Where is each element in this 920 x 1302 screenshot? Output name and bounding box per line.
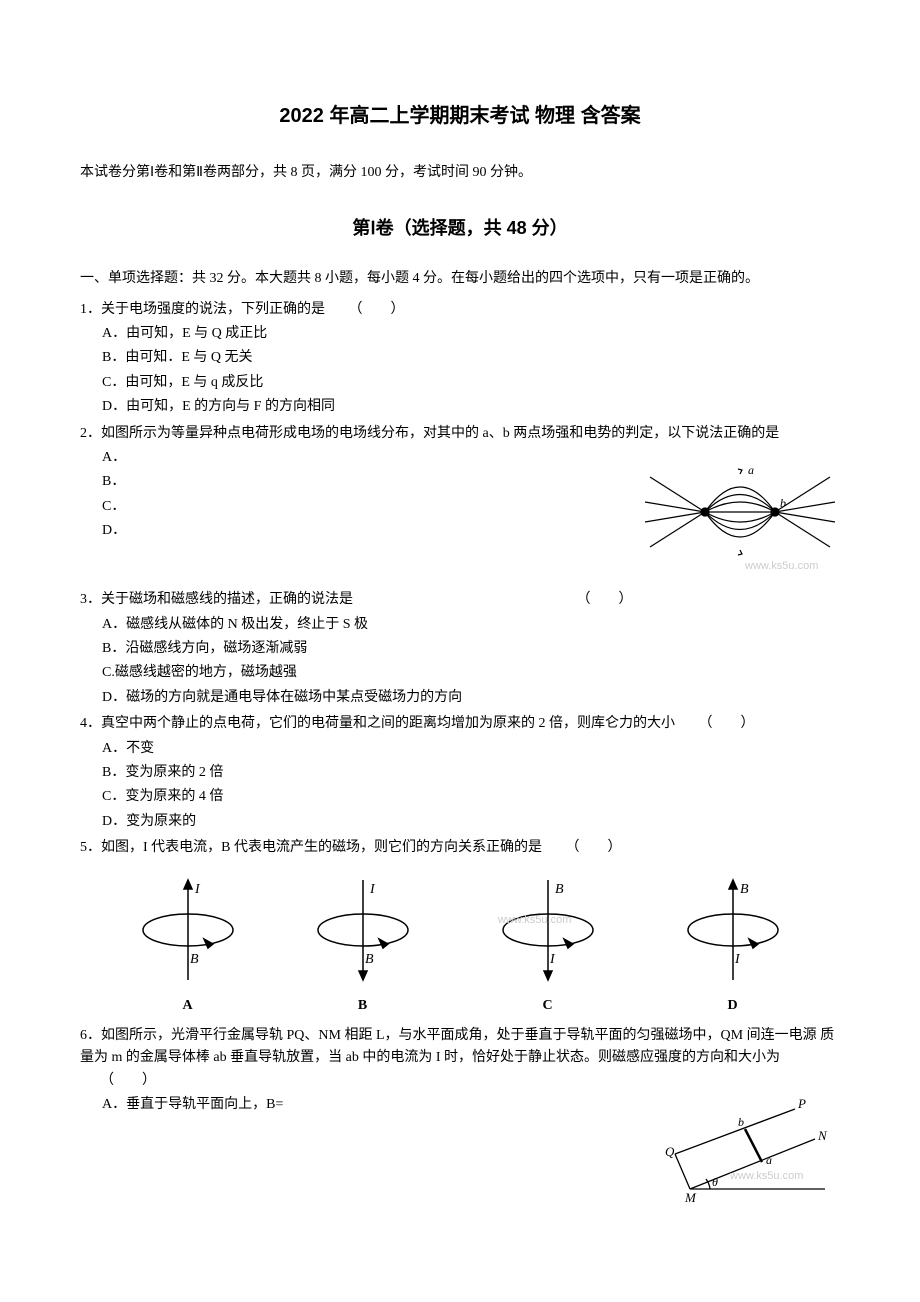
q3-option-b: B．沿磁感线方向，磁场逐渐减弱 [102, 638, 840, 660]
svg-text:I: I [734, 952, 741, 967]
q1-option-c: C．由可知，E 与 q 成反比 [102, 372, 840, 394]
q1-option-b: B．由可知．E 与 Q 无关 [102, 347, 840, 369]
answer-blank: （ ） [699, 716, 755, 731]
svg-text:a: a [766, 1153, 772, 1167]
dipole-field-diagram: a b www.ks5u.com [640, 447, 840, 577]
question-6: 6．如图所示，光滑平行金属导轨 PQ、NM 相距 L，与水平面成角，处于垂直于导… [80, 1025, 840, 1213]
svg-text:M: M [684, 1190, 697, 1204]
q3-option-d: D．磁场的方向就是通电导体在磁场中某点受磁场力的方向 [102, 687, 840, 709]
question-4: 4．真空中两个静止的点电荷，它们的电荷量和之间的距离均增加为原来的 2 倍，则库… [80, 713, 840, 833]
q1-option-a: A．由可知，E 与 Q 成正比 [102, 323, 840, 345]
q3-option-c: C.磁感线越密的地方，磁场越强 [102, 662, 840, 684]
q5-label-b: B [358, 995, 367, 1017]
svg-text:N: N [817, 1128, 828, 1143]
svg-text:B: B [555, 882, 564, 897]
page-intro: 本试卷分第Ⅰ卷和第Ⅱ卷两部分，共 8 页，满分 100 分，考试时间 90 分钟… [80, 162, 840, 184]
svg-text:θ: θ [712, 1175, 718, 1189]
q2-figure: a b www.ks5u.com [640, 447, 840, 585]
q2-text: 2．如图所示为等量异种点电荷形成电场的电场线分布，对其中的 a、b 两点场强和电… [80, 423, 840, 445]
answer-blank: （ ） [577, 592, 633, 607]
q1-text: 1．关于电场强度的说法，下列正确的是 [80, 302, 325, 317]
question-2: 2．如图所示为等量异种点电荷形成电场的电场线分布，对其中的 a、b 两点场强和电… [80, 423, 840, 586]
svg-text:B: B [365, 952, 374, 967]
q2-label-a: a [748, 463, 754, 477]
q5-figure-b: I B B [303, 875, 423, 1017]
q4-option-c: C．变为原来的 4 倍 [102, 786, 840, 808]
q5-text: 5．如图，I 代表电流，B 代表电流产生的磁场，则它们的方向关系正确的是 [80, 840, 542, 855]
q5-figure-d: B I D [673, 875, 793, 1017]
answer-blank: （ ） [100, 1073, 156, 1088]
svg-text:Q: Q [665, 1144, 675, 1159]
question-5: 5．如图，I 代表电流，B 代表电流产生的磁场，则它们的方向关系正确的是 （ ）… [80, 837, 840, 1017]
q5-figure-c: B I www.ks5u.com C [478, 875, 618, 1017]
inclined-rail-diagram: P Q N M b a θ www.ks5u.com [650, 1094, 840, 1204]
svg-text:www.ks5u.com: www.ks5u.com [729, 1170, 803, 1182]
q4-option-d: D．变为原来的 [102, 811, 840, 833]
answer-blank: （ ） [566, 840, 622, 855]
q5-label-d: D [727, 995, 737, 1017]
question-1: 1．关于电场强度的说法，下列正确的是 （ ） A．由可知，E 与 Q 成正比 B… [80, 299, 840, 419]
q3-text: 3．关于磁场和磁感线的描述，正确的说法是 [80, 592, 353, 607]
q6-figure: P Q N M b a θ www.ks5u.com [650, 1094, 840, 1212]
q5-label-c: C [542, 995, 552, 1017]
svg-text:b: b [738, 1115, 744, 1129]
q6-text: 6．如图所示，光滑平行金属导轨 PQ、NM 相距 L，与水平面成角，处于垂直于导… [80, 1028, 834, 1065]
svg-text:I: I [549, 952, 556, 967]
q5-figure-a: I B A [128, 875, 248, 1017]
svg-text:B: B [190, 952, 199, 967]
q3-option-a: A．磁感线从磁体的 N 极出发，终止于 S 极 [102, 614, 840, 636]
q5-figures-row: I B A I B B [80, 875, 840, 1017]
svg-text:P: P [797, 1096, 806, 1111]
page-title: 2022 年高二上学期期末考试 物理 含答案 [80, 100, 840, 132]
q4-text: 4．真空中两个静止的点电荷，它们的电荷量和之间的距离均增加为原来的 2 倍，则库… [80, 716, 675, 731]
q4-option-b: B．变为原来的 2 倍 [102, 762, 840, 784]
svg-text:I: I [194, 882, 201, 897]
svg-text:I: I [369, 882, 376, 897]
q2-label-b: b [780, 496, 786, 510]
watermark: www.ks5u.com [744, 560, 818, 572]
q1-option-d: D．由可知，E 的方向与 F 的方向相同 [102, 396, 840, 418]
svg-text:B: B [740, 882, 749, 897]
q4-option-a: A．不变 [102, 738, 840, 760]
q5-label-a: A [182, 995, 192, 1017]
svg-text:www.ks5u.com: www.ks5u.com [497, 914, 571, 926]
question-3: 3．关于磁场和磁感线的描述，正确的说法是 （ ） A．磁感线从磁体的 N 极出发… [80, 589, 840, 709]
section-instructions: 一、单项选择题：共 32 分。本大题共 8 小题，每小题 4 分。在每小题给出的… [80, 268, 840, 290]
section-title: 第Ⅰ卷（选择题，共 48 分） [80, 214, 840, 243]
answer-blank: （ ） [349, 302, 405, 317]
